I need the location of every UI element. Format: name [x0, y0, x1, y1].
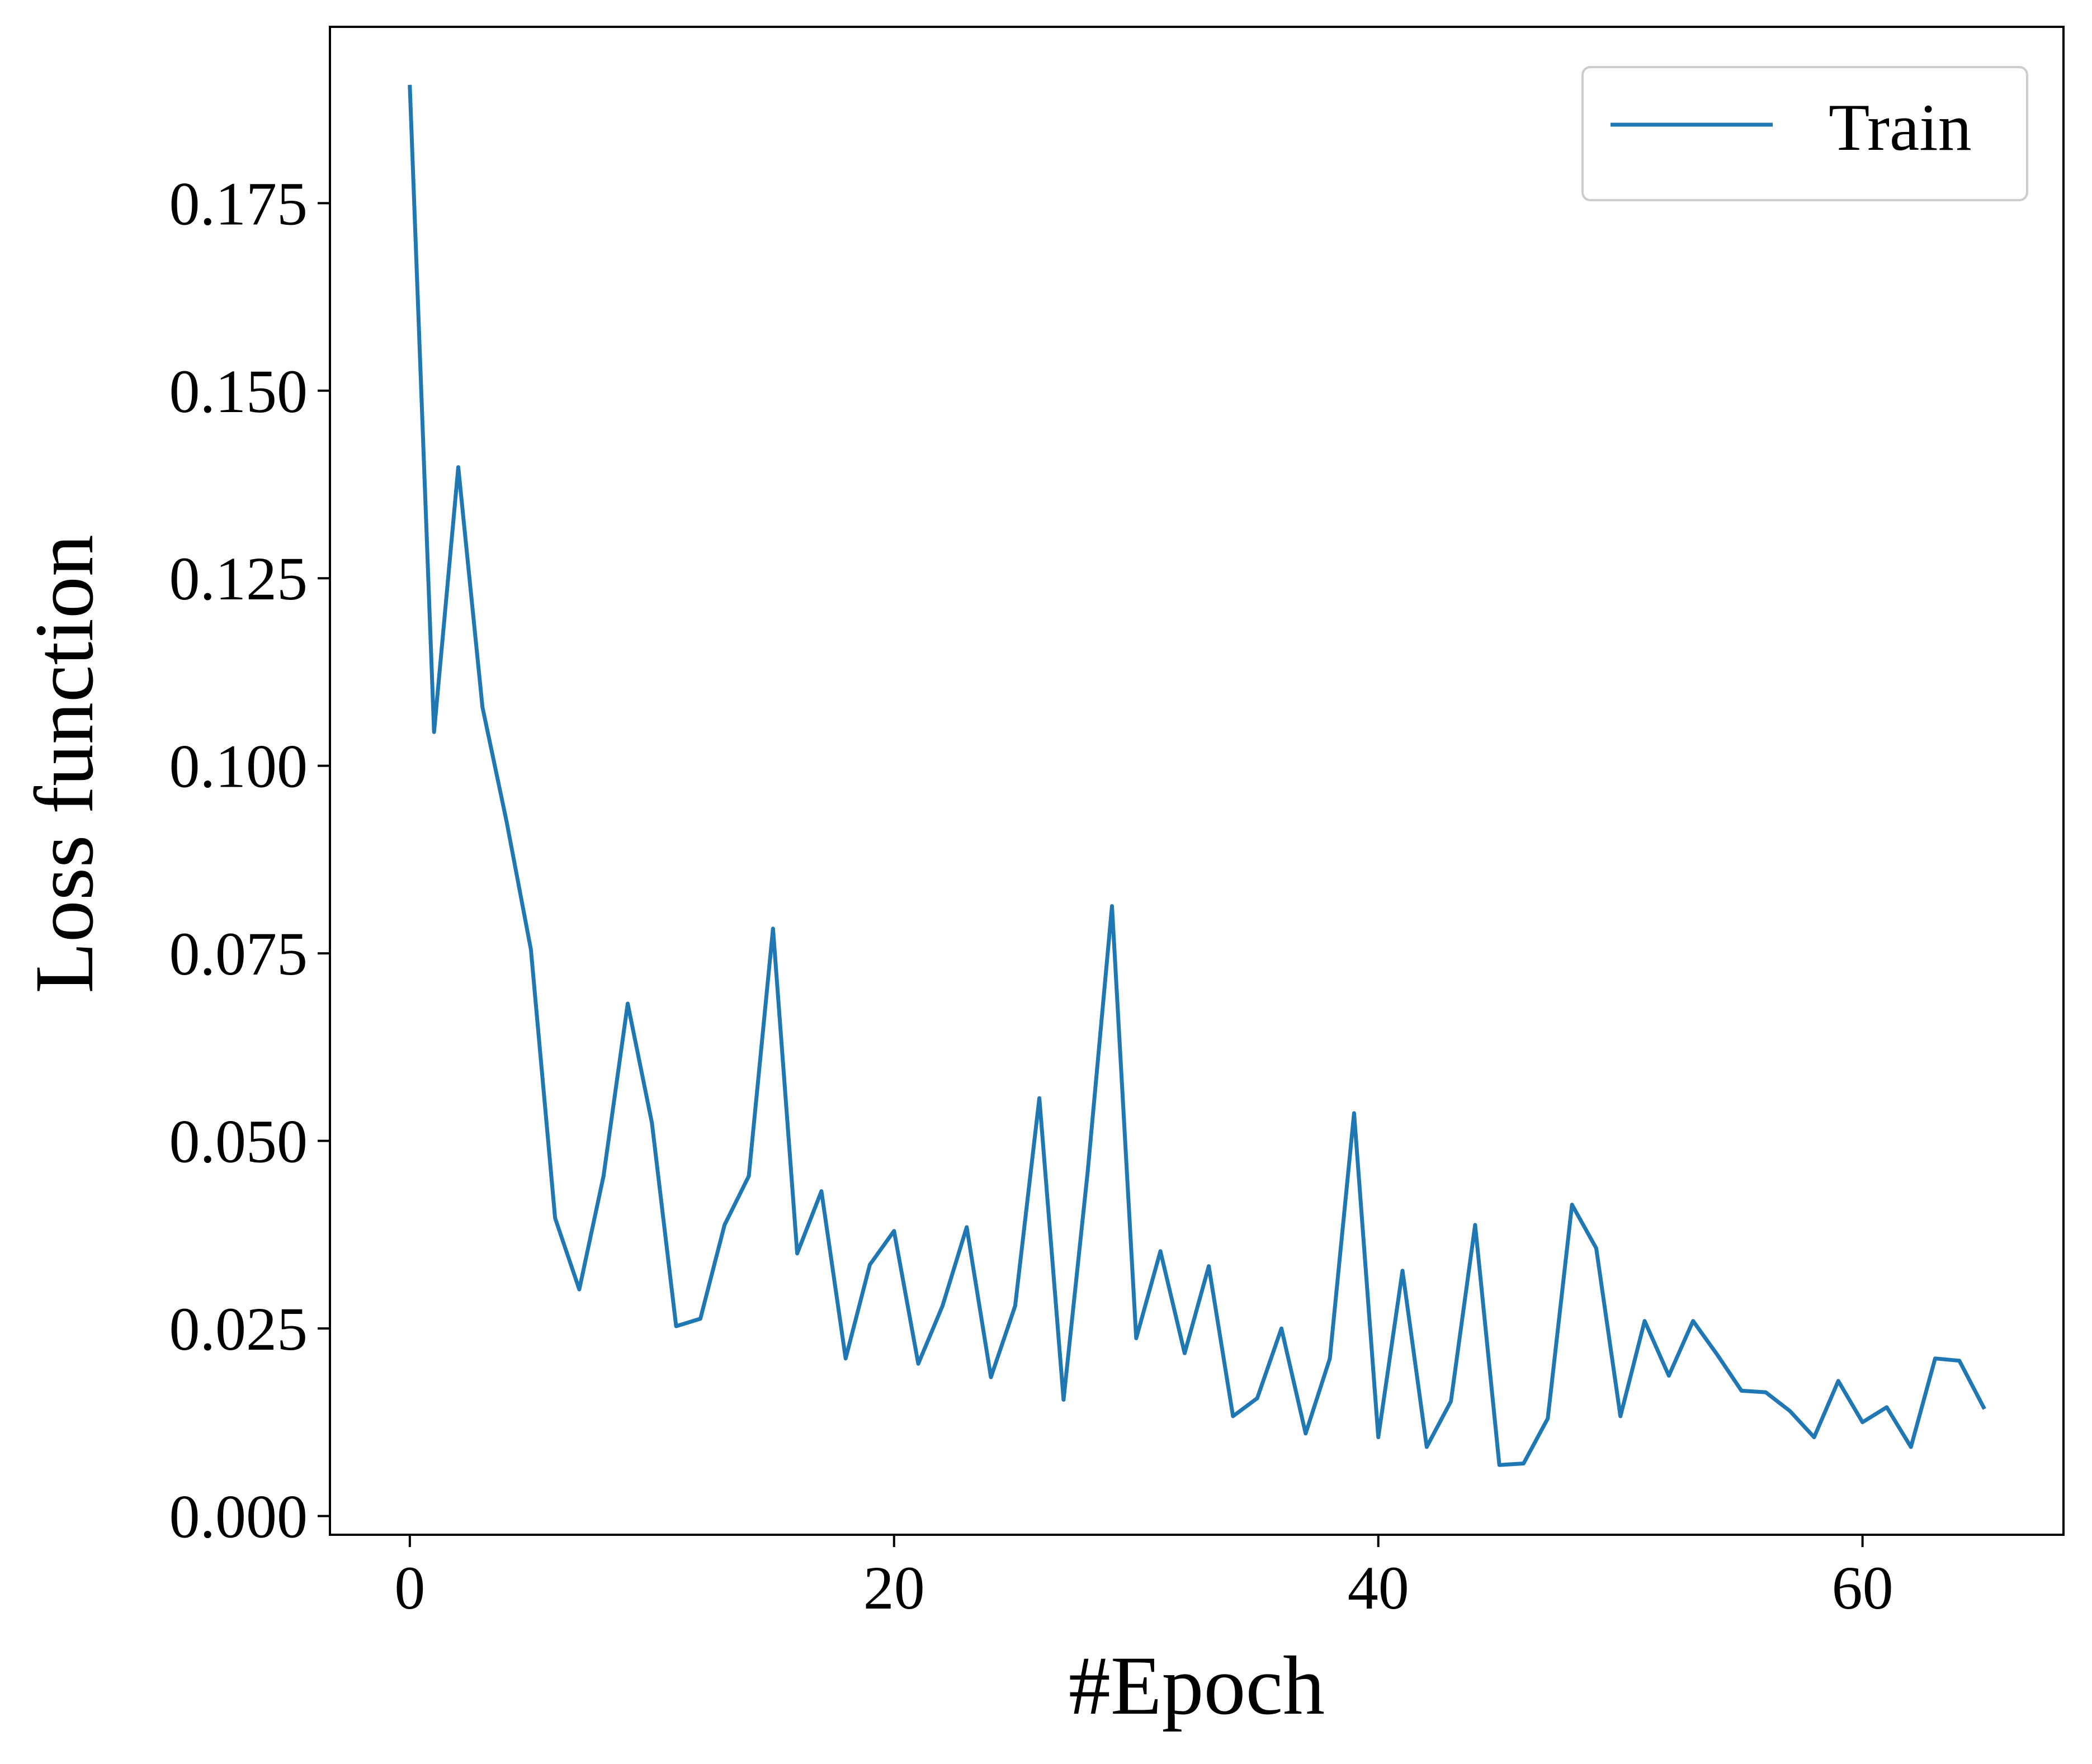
data-point — [1449, 1399, 1453, 1403]
data-point — [674, 1324, 678, 1328]
data-point — [456, 465, 460, 469]
x-axis-label: #Epoch — [1069, 1639, 1325, 1732]
data-point — [1401, 1269, 1405, 1273]
series-layer — [408, 84, 1986, 1467]
data-point — [1498, 1463, 1501, 1467]
data-point — [1134, 1336, 1138, 1340]
data-point — [553, 1216, 557, 1220]
data-point — [771, 926, 775, 930]
data-point — [1207, 1264, 1211, 1268]
data-point — [1812, 1435, 1816, 1439]
y-axis-label: Loss function — [18, 535, 111, 994]
data-point — [989, 1375, 993, 1379]
x-tick-label: 20 — [863, 1554, 925, 1622]
data-point — [1618, 1414, 1622, 1418]
data-point — [626, 1002, 630, 1006]
data-point — [1667, 1374, 1671, 1378]
y-tick-label: 0.075 — [169, 920, 308, 988]
data-point — [1522, 1462, 1526, 1465]
x-tick-label: 60 — [1832, 1554, 1893, 1622]
data-point — [941, 1304, 945, 1308]
data-point — [1037, 1096, 1041, 1100]
data-point — [1473, 1223, 1477, 1227]
series-line-train — [408, 84, 1986, 1467]
data-point — [1425, 1445, 1429, 1449]
data-point — [602, 1174, 606, 1178]
data-point — [698, 1317, 702, 1321]
data-point — [1328, 1356, 1332, 1360]
data-point — [819, 1189, 823, 1193]
data-point — [1933, 1356, 1937, 1360]
data-point — [1231, 1414, 1235, 1418]
plot-frame — [329, 26, 2065, 1536]
data-point — [529, 948, 533, 952]
data-point — [1110, 904, 1114, 908]
y-tick-label: 0.025 — [169, 1295, 308, 1363]
data-point — [868, 1262, 872, 1266]
data-point — [747, 1174, 751, 1178]
data-point — [1013, 1304, 1017, 1308]
data-point — [650, 1121, 654, 1125]
y-tick-label: 0.150 — [169, 357, 308, 425]
data-point — [1909, 1445, 1913, 1449]
data-point — [1885, 1405, 1888, 1409]
legend-label-train: Train — [1829, 90, 1972, 164]
data-point — [1159, 1249, 1163, 1253]
data-point — [1570, 1203, 1574, 1207]
data-point — [1279, 1327, 1283, 1331]
data-point — [1691, 1319, 1695, 1323]
x-tick-label: 40 — [1348, 1554, 1409, 1622]
data-point — [480, 706, 484, 710]
ticks-layer: 0 20 40 60 0.000 0.025 0.050 0.075 0.100 0.125 0.1… — [169, 169, 1893, 1622]
x-tick-label: 0 — [394, 1554, 425, 1622]
data-point — [844, 1356, 848, 1360]
data-point — [1546, 1417, 1550, 1421]
data-point — [1740, 1389, 1744, 1393]
legend: Train — [1581, 66, 2028, 201]
data-point — [1594, 1246, 1598, 1250]
data-point — [1982, 1405, 1986, 1409]
data-point — [722, 1223, 726, 1227]
data-point — [917, 1362, 920, 1366]
legend-box — [1581, 66, 2028, 201]
data-point — [1836, 1379, 1840, 1383]
data-point — [1061, 1398, 1065, 1402]
data-point — [1788, 1409, 1792, 1413]
data-point — [1642, 1319, 1646, 1323]
data-point — [1764, 1391, 1768, 1394]
data-point — [432, 730, 436, 734]
y-tick-label: 0.000 — [169, 1482, 308, 1550]
data-point — [1304, 1431, 1307, 1435]
y-tick-label: 0.175 — [169, 169, 308, 238]
data-point — [1860, 1420, 1864, 1424]
data-point — [1352, 1111, 1356, 1115]
data-point — [965, 1225, 969, 1229]
data-point — [505, 820, 509, 824]
y-tick-label: 0.100 — [169, 732, 308, 801]
y-tick-label: 0.125 — [169, 545, 308, 613]
data-point — [795, 1251, 799, 1255]
data-point — [1957, 1359, 1961, 1363]
data-point — [892, 1229, 896, 1233]
data-point — [1183, 1351, 1187, 1355]
y-tick-label: 0.050 — [169, 1108, 308, 1176]
data-point — [577, 1288, 581, 1292]
data-point — [1255, 1396, 1259, 1400]
data-point — [1715, 1352, 1719, 1356]
data-point — [408, 85, 412, 89]
data-point — [1376, 1435, 1380, 1439]
data-point — [1086, 1169, 1090, 1173]
